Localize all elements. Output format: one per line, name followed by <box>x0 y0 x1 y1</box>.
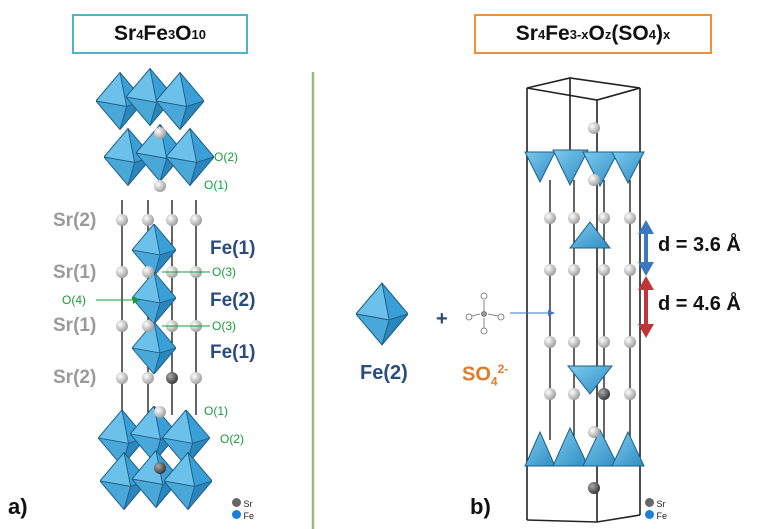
title-sr4fe3o10: Sr 4 Fe 3 O 10 <box>72 14 248 54</box>
label-o3-lower: O(3) <box>212 319 236 333</box>
structure-b-top-pyramids <box>524 149 645 188</box>
sr-legend-icon <box>645 498 654 507</box>
plus-sign: + <box>436 308 448 330</box>
panel-label-b: b) <box>470 494 491 519</box>
structure-a-middle-octahedra <box>132 224 176 374</box>
label-o3-upper: O(3) <box>212 265 236 279</box>
structure-a-bottom-octahedra <box>98 406 212 510</box>
sulfate-molecule <box>465 292 505 335</box>
fe-legend-icon <box>232 510 241 519</box>
structure-b-lattice <box>549 180 631 440</box>
structure-b-bottom-pyramids <box>524 426 645 467</box>
structure-a-top-octahedra <box>96 68 214 186</box>
label-sr2-top: Sr(2) <box>53 210 97 231</box>
label-o4: O(4) <box>62 293 86 307</box>
label-fe2: Fe(2) <box>210 290 256 311</box>
distance-arrow-blue <box>638 220 654 276</box>
label-o1-bottom: O(1) <box>204 404 228 418</box>
label-fe2-b: Fe(2) <box>360 362 408 384</box>
label-o1-top: O(1) <box>204 178 228 192</box>
label-sr1-lower: Sr(1) <box>53 315 97 336</box>
label-fe1-upper: Fe(1) <box>210 238 256 259</box>
label-sr1-upper: Sr(1) <box>53 262 97 283</box>
legend-a: Sr Fe <box>232 498 254 521</box>
label-o2-bottom: O(2) <box>220 432 244 446</box>
panel-label-a: a) <box>8 494 28 519</box>
sr-legend-icon <box>232 498 241 507</box>
label-sr2-bottom: Sr(2) <box>53 367 97 388</box>
structure-b-upper-pyramid <box>568 221 612 249</box>
structure-b-sr-atoms <box>544 122 636 494</box>
label-fe1-lower: Fe(1) <box>210 342 256 363</box>
fe2-octahedron <box>356 282 408 346</box>
label-sulfate: SO42- <box>462 362 509 389</box>
label-o2-top: O(2) <box>214 150 238 164</box>
structure-b-lower-pyramid <box>566 365 614 395</box>
structure-a-sr-atoms <box>116 127 202 474</box>
label-distance-long: d = 4.6 Å <box>658 293 741 315</box>
legend-b: Sr Fe <box>645 498 667 521</box>
fe-legend-icon <box>645 510 654 519</box>
label-distance-short: d = 3.6 Å <box>658 234 741 256</box>
distance-arrow-red <box>638 276 654 338</box>
